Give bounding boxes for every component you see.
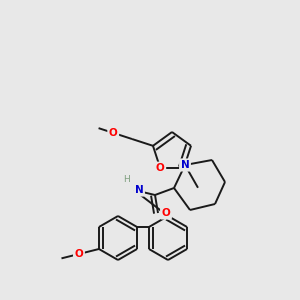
Text: O: O — [156, 163, 165, 173]
Text: N: N — [181, 160, 189, 170]
Text: H: H — [123, 176, 129, 184]
Text: O: O — [75, 249, 83, 259]
Text: O: O — [162, 208, 170, 218]
Text: N: N — [135, 185, 143, 195]
Text: O: O — [109, 128, 118, 138]
